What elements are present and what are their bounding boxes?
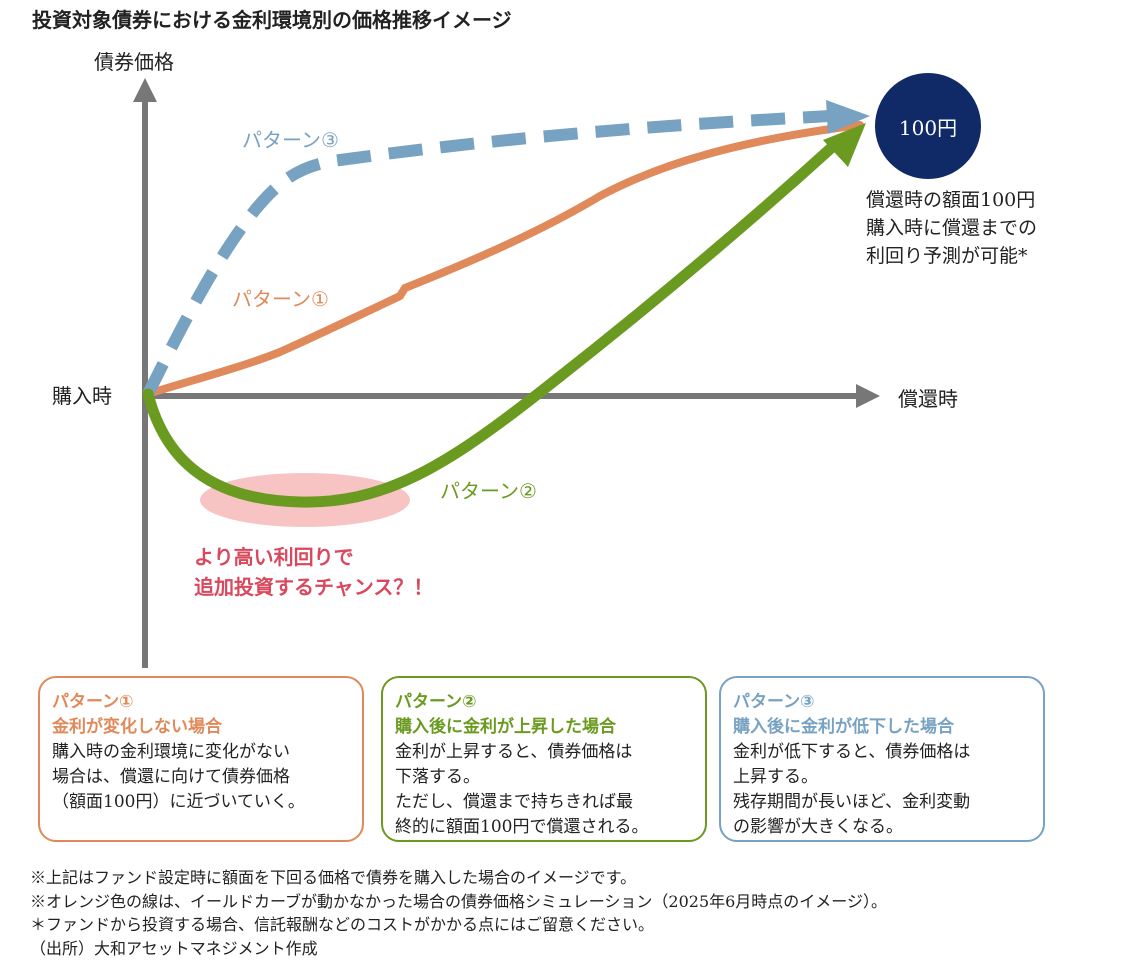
box-text-line: 上昇する。 xyxy=(733,767,818,787)
pattern1-line xyxy=(144,121,864,398)
chance-note-line: より高い利回りで xyxy=(194,545,354,569)
pattern2-box-text: 金利が上昇すると、債券価格は 下落する。 ただし、償還まで持ちきれば最 終的に額… xyxy=(395,740,693,840)
pattern1-box-subtitle: 金利が変化しない場合 xyxy=(52,717,222,737)
origin-label: 購入時 xyxy=(52,384,112,408)
pattern3-box: パターン③ 購入後に金利が低下した場合 金利が低下すると、債券価格は 上昇する。… xyxy=(719,676,1045,842)
page-title: 投資対象債券における金利環境別の価格推移イメージ xyxy=(32,8,512,32)
pattern3-line xyxy=(142,110,831,397)
box-text-line: ただし、償還まで持ちきれば最 xyxy=(395,792,633,812)
pattern2-arrowhead xyxy=(823,123,866,167)
box-text-line: 金利が低下すると、債券価格は xyxy=(733,742,971,762)
pattern3-box-subtitle: 購入後に金利が低下した場合 xyxy=(733,717,954,737)
pattern2-box-subtitle: 購入後に金利が上昇した場合 xyxy=(395,717,616,737)
pattern1-label: パターン① xyxy=(232,287,329,311)
pattern3-label: パターン③ xyxy=(242,128,339,152)
x-axis-label: 償還時 xyxy=(898,387,958,411)
box-text-line: 購入時の金利環境に変化がない xyxy=(52,742,290,762)
box-text-line: 残存期間が長いほど、金利変動 xyxy=(733,792,971,812)
pattern3-arrowhead xyxy=(826,100,870,134)
box-text-line: 場合は、償還に向けて債券価格 xyxy=(52,767,290,787)
box-text-line: （額面100円）に近づいていく。 xyxy=(52,792,305,812)
y-axis-arrowhead xyxy=(133,78,157,102)
face-value-label: 100円 xyxy=(898,115,958,140)
box-text-line: 下落する。 xyxy=(395,767,480,787)
footnote: ※オレンジ色の線は、イールドカーブが動かなかった場合の債券価格シミュレーション（… xyxy=(30,891,887,911)
footnote: （出所）大和アセットマネジメント作成 xyxy=(30,938,318,958)
footnote: ＊ファンドから投資する場合、信託報酬などのコストがかかる点にはご留意ください。 xyxy=(30,915,655,934)
pattern3-box-text: 金利が低下すると、債券価格は 上昇する。 残存期間が長いほど、金利変動 の影響が… xyxy=(733,740,1031,840)
box-text-line: の影響が大きくなる。 xyxy=(733,817,903,837)
redemption-note-line: 償還時の額面100円 xyxy=(866,189,1036,211)
pattern2-box: パターン② 購入後に金利が上昇した場合 金利が上昇すると、債券価格は 下落する。… xyxy=(381,676,707,842)
redemption-note-line: 購入時に償還までの xyxy=(866,217,1038,239)
face-value-coin: 100円 xyxy=(875,73,981,179)
pattern2-line xyxy=(142,134,846,508)
pattern2-label: パターン② xyxy=(440,479,537,503)
box-text-line: 終的に額面100円で償還される。 xyxy=(395,817,649,837)
redemption-note-line: 利回り予測が可能* xyxy=(866,245,1028,267)
pattern1-box-text: 購入時の金利環境に変化がない 場合は、償還に向けて債券価格 （額面100円）に近… xyxy=(52,740,350,815)
x-axis-arrowhead xyxy=(856,384,880,408)
y-axis-label: 債券価格 xyxy=(94,50,174,74)
footnote: ※上記はファンド設定時に額面を下回る価格で債券を購入した場合のイメージです。 xyxy=(30,868,637,887)
chance-note: より高い利回りで 追加投資するチャンス？！ xyxy=(194,542,433,602)
pattern3-box-title: パターン③ xyxy=(733,692,815,712)
pattern1-box: パターン① 金利が変化しない場合 購入時の金利環境に変化がない 場合は、償還に向… xyxy=(38,676,364,842)
footnotes: ※上記はファンド設定時に額面を下回る価格で債券を購入した場合のイメージです。 ※… xyxy=(30,866,887,960)
chance-note-line: 追加投資するチャンス？！ xyxy=(194,575,434,599)
redemption-note: 償還時の額面100円 購入時に償還までの 利回り予測が可能* xyxy=(866,186,1037,270)
box-text-line: 金利が上昇すると、債券価格は xyxy=(395,742,633,762)
pattern1-box-title: パターン① xyxy=(52,692,134,712)
pattern2-box-title: パターン② xyxy=(395,692,477,712)
